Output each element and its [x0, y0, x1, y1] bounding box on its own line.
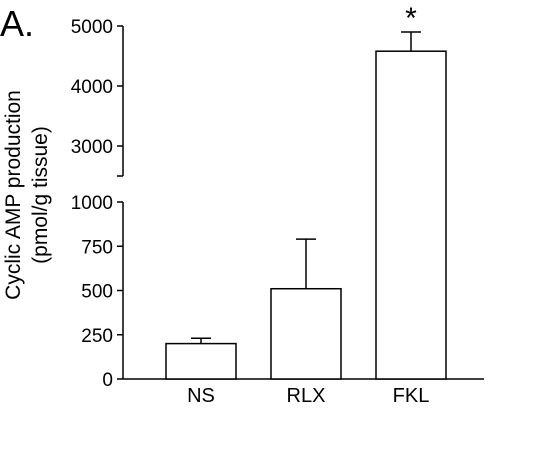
bar-fkl — [375, 50, 447, 380]
bar-rlx — [270, 287, 342, 380]
y-tick-label: 3000 — [71, 137, 113, 158]
y-tick-label: 1000 — [71, 193, 113, 214]
y-tick-label: 750 — [81, 237, 113, 258]
category-label-ns: NS — [187, 385, 215, 407]
y-tick-label: 5000 — [71, 17, 113, 38]
category-label-rlx: RLX — [287, 385, 326, 407]
category-label-fkl: FKL — [393, 385, 430, 407]
y-axis-title: Cyclic AMP production — [2, 90, 25, 300]
y-tick-label: 0 — [102, 370, 113, 391]
panel-label: A. — [0, 3, 34, 44]
labels-layer: 0 250 500 750 1000 3000 4000 5000 NS RLX FKL * — [71, 2, 430, 407]
bars-layer — [165, 31, 447, 380]
bar-ns — [165, 342, 237, 380]
y-tick-label: 4000 — [71, 77, 113, 98]
y-tick-label: 500 — [81, 282, 113, 303]
significance-mark: * — [405, 2, 417, 35]
y-axis-unit: (pmol/g tissue) — [29, 126, 52, 264]
y-tick-label: 250 — [81, 326, 113, 347]
